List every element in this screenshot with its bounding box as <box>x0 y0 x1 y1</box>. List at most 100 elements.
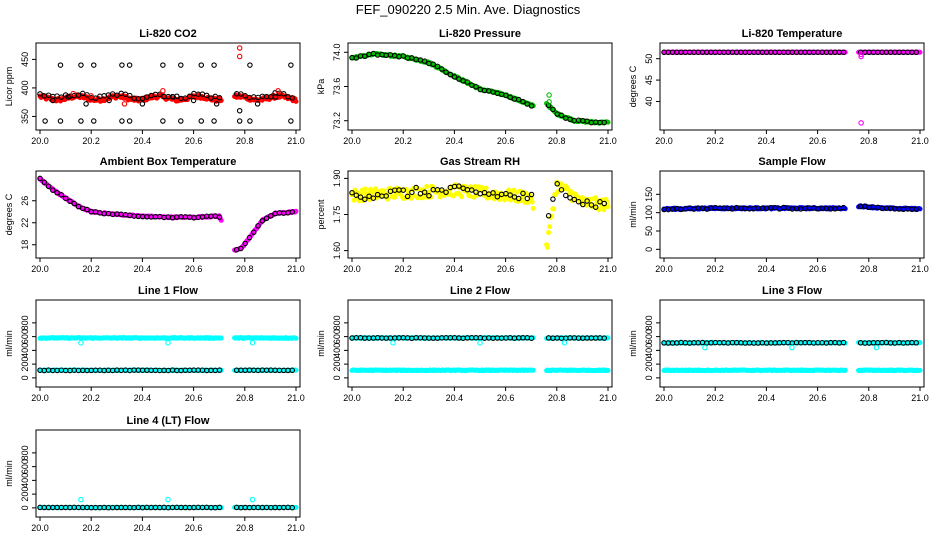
data-point <box>547 224 553 230</box>
data-point <box>139 101 146 107</box>
data-point <box>78 340 84 346</box>
data-point <box>272 94 279 100</box>
data-point <box>65 94 71 100</box>
plot-frame <box>659 42 925 131</box>
x-tick-label: 20.4 <box>134 523 152 533</box>
data-point <box>477 340 483 346</box>
data-point <box>439 66 445 72</box>
series-temp-outliers <box>858 51 864 126</box>
data-point <box>178 118 184 124</box>
x-tick-label: 21.0 <box>599 264 617 274</box>
data-point <box>288 118 294 124</box>
data-point <box>362 53 368 60</box>
data-point <box>858 53 864 60</box>
y-tick-label: 450 <box>20 52 30 67</box>
data-point <box>353 55 360 61</box>
x-tick-label: 20.4 <box>758 393 776 403</box>
data-point <box>91 118 97 124</box>
data-point <box>106 97 112 104</box>
data-point <box>530 205 536 211</box>
data-point <box>550 106 556 113</box>
x-tick-label: 20.2 <box>82 523 100 533</box>
y-tick-label: 150 <box>644 187 654 202</box>
data-point <box>160 62 166 68</box>
x-tick-label: 20.6 <box>185 264 203 274</box>
data-point <box>218 335 224 341</box>
plot-frame <box>347 170 613 259</box>
data-point <box>503 92 509 99</box>
x-tick-label: 20.8 <box>860 264 878 274</box>
series-co2-outliers-mid <box>50 94 279 114</box>
y-tick-label: 1.60 <box>332 242 342 260</box>
data-point <box>57 62 64 68</box>
y-tick-label: 40 <box>644 96 654 106</box>
data-point <box>236 53 243 60</box>
data-point <box>236 118 243 124</box>
data-point <box>126 118 133 124</box>
x-tick-label: 20.4 <box>134 136 152 146</box>
data-point <box>275 88 281 94</box>
plot-frame <box>35 299 301 388</box>
y-tick-label: 50 <box>644 54 654 64</box>
y-axis-label: kPa <box>316 79 326 95</box>
chart-title: Line 3 Flow <box>762 285 822 297</box>
data-point <box>57 118 64 124</box>
series-line1-high <box>37 335 299 341</box>
data-point <box>78 496 84 503</box>
y-tick-label: 400 <box>20 80 30 95</box>
x-tick-label: 20.4 <box>446 393 464 403</box>
series-co2-avg <box>37 89 295 102</box>
data-point <box>858 120 864 126</box>
series-co2-outliers-low <box>42 118 294 124</box>
data-point <box>190 97 197 104</box>
data-point <box>293 335 299 341</box>
data-point <box>236 107 243 114</box>
data-point <box>37 175 43 182</box>
y-tick-label: 18 <box>20 240 30 250</box>
data-point <box>78 118 84 124</box>
chart-panel-7: Line 1 Flow ml/min 20.0 20.2 20.4 20.6 20.8 21.… <box>4 285 305 403</box>
chart-panel-9: Line 3 Flow ml/min 20.0 20.2 20.4 20.6 20.8 21.… <box>628 285 929 403</box>
x-tick-label: 20.8 <box>236 264 254 274</box>
x-tick-label: 20.2 <box>706 136 724 146</box>
data-point <box>37 91 43 97</box>
data-point <box>434 63 441 70</box>
figure-title: FEF_090220 2.5 Min. Ave. Diagnostics <box>355 2 581 17</box>
x-tick-label: 20.0 <box>343 264 361 274</box>
x-tick-label: 20.8 <box>548 264 566 274</box>
x-tick-label: 20.2 <box>706 264 724 274</box>
x-tick-label: 21.0 <box>911 136 929 146</box>
x-tick-label: 21.0 <box>287 393 305 403</box>
chart-title: Li-820 Pressure <box>439 28 521 40</box>
x-tick-label: 20.6 <box>497 393 515 403</box>
data-point <box>71 200 77 207</box>
y-tick-label: 74.0 <box>332 44 342 62</box>
data-point <box>83 101 89 107</box>
data-point <box>254 101 261 107</box>
data-point <box>247 118 253 124</box>
x-tick-label: 21.0 <box>287 264 305 274</box>
data-point <box>530 367 536 373</box>
chart-title: Li-820 CO2 <box>139 28 196 40</box>
y-axis-label: ml/min <box>4 330 14 357</box>
data-point <box>464 79 471 85</box>
data-point <box>165 496 171 503</box>
data-point <box>702 344 708 351</box>
data-point <box>170 94 176 100</box>
data-point <box>165 340 171 346</box>
series-temp-avg <box>661 49 919 56</box>
x-tick-label: 20.0 <box>31 393 49 403</box>
data-point <box>50 187 56 193</box>
data-point <box>467 193 473 199</box>
x-tick-label: 21.0 <box>599 393 617 403</box>
y-tick-label: 800 <box>20 315 30 330</box>
plot-frame <box>659 170 925 259</box>
chart-title: Line 2 Flow <box>450 285 510 297</box>
data-point <box>430 61 436 67</box>
series-line4-avg <box>37 504 295 511</box>
data-point <box>156 91 163 98</box>
y-tick-label: 0 <box>644 375 654 380</box>
data-point <box>858 51 864 58</box>
